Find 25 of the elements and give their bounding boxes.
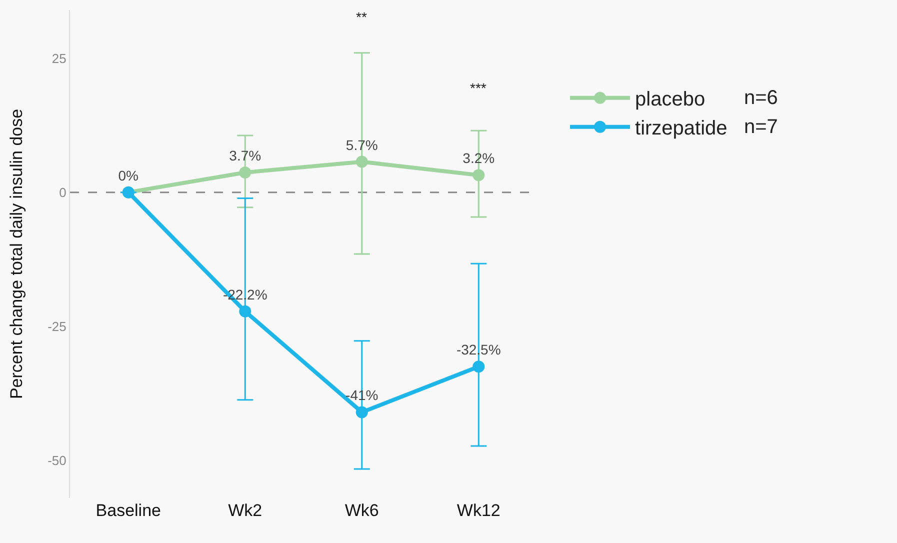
text: n=6 — [744, 87, 778, 109]
legend-label: tirzepatide — [635, 118, 728, 140]
y-axis-title: Percent change total daily insulin dose — [7, 108, 26, 400]
x-tick-label: Wk2 — [228, 501, 262, 520]
point — [239, 166, 252, 178]
legend-label: placebo — [635, 88, 706, 111]
point — [239, 305, 252, 318]
data-label: 3.7% — [229, 147, 262, 164]
x-tick-label: Baseline — [96, 501, 161, 520]
y-tick-label: 25 — [52, 50, 66, 66]
point — [356, 406, 368, 418]
data-label: 3.2% — [462, 150, 495, 166]
data-label: 0% — [118, 167, 138, 184]
point — [472, 360, 485, 373]
y-tick-label: -50 — [48, 453, 66, 468]
x-tick-label: Wk12 — [456, 501, 500, 520]
point — [472, 169, 485, 182]
data-label: 5.7% — [346, 136, 378, 153]
annotation: ** — [356, 9, 368, 25]
y-tick-label: -25 — [48, 318, 66, 334]
text: n=7 — [744, 116, 778, 138]
x-tick-label: Wk6 — [344, 501, 379, 520]
point — [356, 156, 368, 168]
annotation: *** — [470, 80, 487, 96]
y-tick-label: 0 — [59, 184, 66, 200]
